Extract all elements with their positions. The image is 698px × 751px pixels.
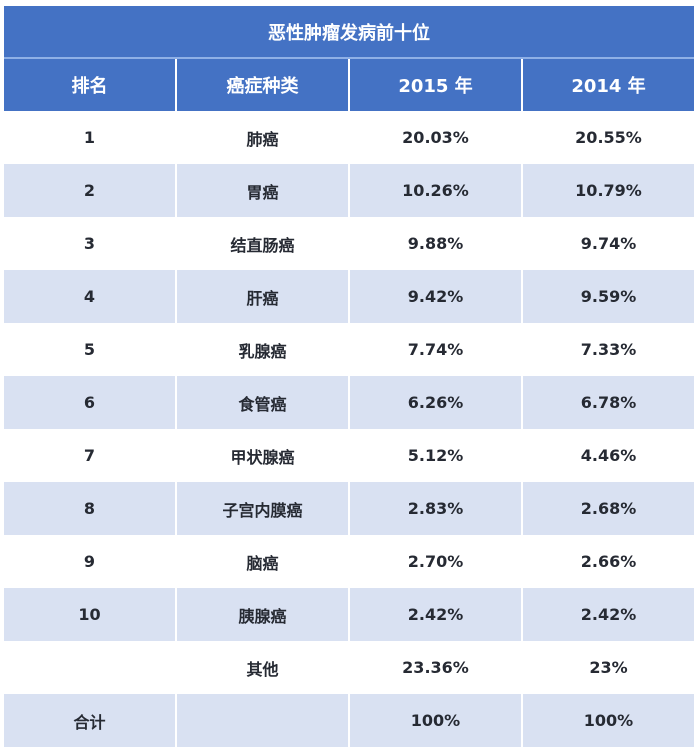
cell-y2015: 2.42% [348, 588, 522, 641]
cell-type: 食管癌 [175, 376, 349, 429]
cell-rank [4, 641, 176, 694]
table-row: 7 甲状腺癌 5.12% 4.46% [4, 429, 694, 482]
cell-y2014: 10.79% [521, 164, 694, 217]
cell-type: 肺癌 [175, 111, 349, 164]
cancer-incidence-table: 恶性肿瘤发病前十位 排名 癌症种类 2015 年 2014 年 1 肺癌 20.03… [4, 6, 694, 747]
cell-type: 其他 [175, 641, 349, 694]
table-row: 4 肝癌 9.42% 9.59% [4, 270, 694, 323]
cell-y2015: 5.12% [348, 429, 522, 482]
cell-rank: 2 [4, 164, 176, 217]
cell-rank: 8 [4, 482, 176, 535]
cell-y2015: 6.26% [348, 376, 522, 429]
header-rank: 排名 [4, 58, 176, 111]
table-row: 8 子宫内膜癌 2.83% 2.68% [4, 482, 694, 535]
cell-rank: 5 [83, 340, 96, 359]
cell-y2014: 23% [521, 641, 694, 694]
cell-y2015: 100% [348, 694, 522, 747]
cell-rank: 6 [4, 376, 176, 429]
table-row: 其他 23.36% 23% [4, 641, 694, 694]
table-row: 10 胰腺癌 2.42% 2.42% [4, 588, 694, 641]
table-row: 6 食管癌 6.26% 6.78% [4, 376, 694, 429]
cell-rank: 4 [4, 270, 176, 323]
cell-y2014: 6.78% [521, 376, 694, 429]
table-row: 3 结直肠癌 9.88% 9.74% [4, 217, 694, 270]
table-title: 恶性肿瘤发病前十位 [4, 6, 694, 59]
cell-y2014: 7.33% [521, 323, 694, 376]
header-type: 癌症种类 [175, 58, 349, 111]
cell-y2014: 2.66% [521, 535, 694, 588]
cell-type: 肝癌 [175, 270, 349, 323]
cell-y2014: 100% [521, 694, 694, 747]
cell-y2015: 10.26% [348, 164, 522, 217]
cell-y2015: 20.03% [348, 111, 522, 164]
cell-y2015: 9.42% [348, 270, 522, 323]
header-2014: 2014 年 [521, 58, 694, 111]
cell-type: 脑癌 [175, 535, 349, 588]
cell-y2014: 4.46% [521, 429, 694, 482]
cell-y2015: 7.74% [348, 323, 522, 376]
cell-y2014: 20.55% [521, 111, 694, 164]
header-2015: 2015 年 [348, 58, 522, 111]
table-row: 合计 100% 100% [4, 694, 694, 747]
cell-type: 结直肠癌 [175, 217, 349, 270]
cell-type [175, 694, 349, 747]
cell-rank: 9 [83, 552, 96, 571]
cell-y2014: 9.74% [521, 217, 694, 270]
cell-y2015: 9.88% [348, 217, 522, 270]
cell-y2014: 9.59% [521, 270, 694, 323]
cell-y2015: 23.36% [348, 641, 522, 694]
table-row: 2 胃癌 10.26% 10.79% [4, 164, 694, 217]
cell-y2015: 2.70% [348, 535, 522, 588]
cell-type: 甲状腺癌 [175, 429, 349, 482]
cell-type: 胰腺癌 [175, 588, 349, 641]
cell-rank: 7 [83, 446, 96, 465]
cell-y2014: 2.68% [521, 482, 694, 535]
table-row: 1 肺癌 20.03% 20.55% [4, 111, 694, 164]
cell-rank: 1 [83, 128, 96, 147]
cell-rank: 10 [4, 588, 176, 641]
cell-y2015: 2.83% [348, 482, 522, 535]
cell-type: 乳腺癌 [175, 323, 349, 376]
table-row: 5 乳腺癌 7.74% 7.33% [4, 323, 694, 376]
cell-rank: 合计 [4, 694, 176, 747]
table-row: 9 脑癌 2.70% 2.66% [4, 535, 694, 588]
cell-type: 子宫内膜癌 [175, 482, 349, 535]
cell-y2014: 2.42% [521, 588, 694, 641]
cell-rank: 3 [83, 234, 96, 253]
cell-type: 胃癌 [175, 164, 349, 217]
